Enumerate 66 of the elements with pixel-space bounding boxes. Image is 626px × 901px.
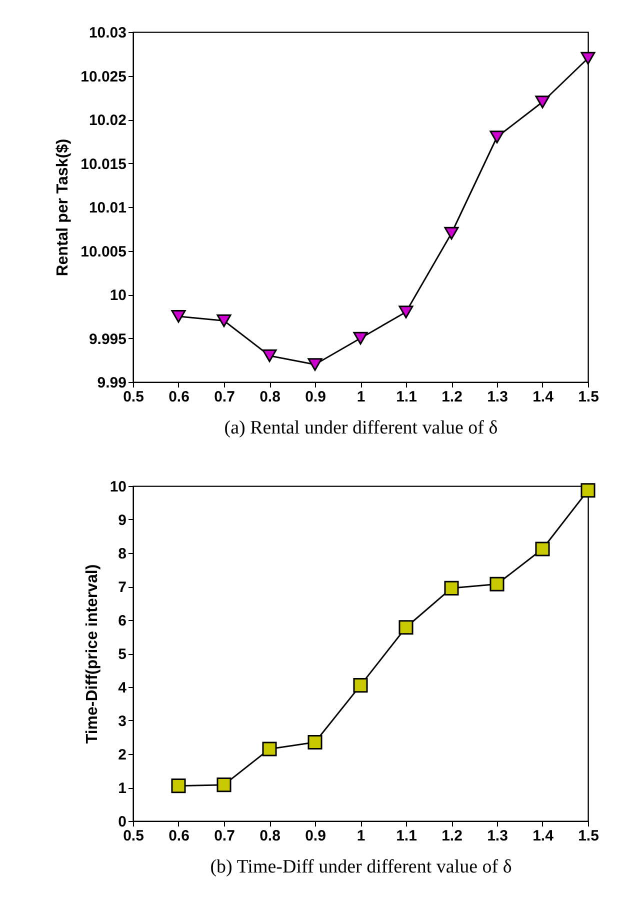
point (490, 576, 504, 592)
point (171, 310, 186, 323)
x-tick-label: 1 (356, 388, 366, 406)
y-tick-label: 4 (118, 680, 128, 696)
point (216, 314, 232, 328)
x-tick-label: 1.1 (396, 828, 417, 844)
x-tick-label: 0.9 (305, 828, 326, 844)
x-tick-label: 0.7 (214, 388, 235, 406)
point (308, 358, 322, 371)
x-axis-title: (a) Rental under different value of δ (224, 418, 498, 438)
x-axis-title: (b) Time-Diff under different value of δ (210, 856, 512, 878)
x-tick-label: 0.5 (123, 828, 144, 844)
y-tick-label: 9.995 (88, 330, 126, 348)
point (490, 130, 504, 144)
x-tick-label: 0.9 (305, 388, 326, 406)
y-axis-title: Time-Diff(price interval) (84, 564, 101, 744)
x-tick-label: 0.6 (168, 828, 190, 844)
x-tick-label: 0.8 (260, 828, 280, 844)
y-tick-label: 10 (110, 478, 126, 496)
point (580, 483, 596, 498)
x-tick-label: 1.3 (487, 828, 508, 844)
y-tick-label: 10.01 (88, 200, 126, 216)
point (535, 96, 550, 108)
x-tick-label: 1.4 (532, 828, 554, 844)
point (262, 349, 277, 362)
y-tick-label: 10.03 (88, 24, 126, 42)
x-tick-label: 1.5 (578, 828, 599, 844)
y-tick-label: 10.025 (80, 68, 126, 86)
point (535, 542, 550, 556)
x-tick-label: 1.1 (396, 388, 417, 406)
x-tick-label: 1.4 (532, 388, 554, 406)
y-tick-label: 10.02 (88, 112, 126, 129)
x-tick-label: 1.2 (442, 828, 462, 844)
point (444, 226, 459, 240)
y-tick-label: 8 (118, 546, 126, 562)
y-tick-label: 7 (118, 579, 126, 596)
point (580, 52, 596, 65)
y-tick-label: 9 (118, 512, 126, 529)
x-tick-label: 0.7 (214, 828, 235, 844)
point (308, 735, 322, 750)
y-tick-label: 0 (118, 814, 126, 830)
y-tick-label: 10.015 (80, 156, 126, 173)
y-tick-label: 2 (118, 746, 126, 764)
point (353, 678, 368, 693)
point (398, 620, 414, 635)
point (444, 580, 459, 596)
point (171, 778, 186, 794)
y-tick-label: 3 (118, 713, 126, 730)
x-tick-label: 0.6 (168, 388, 190, 406)
y-tick-label: 10.005 (80, 243, 126, 260)
y-axis-title: Rental per Task($) (54, 138, 72, 276)
x-tick-label: 1.3 (487, 388, 508, 406)
y-tick-label: 10 (110, 287, 126, 304)
point (262, 742, 277, 756)
y-tick-label: 1 (118, 780, 126, 797)
point (398, 306, 414, 318)
point (216, 778, 232, 792)
x-tick-label: 1.5 (578, 388, 599, 406)
x-tick-label: 1.2 (442, 388, 462, 406)
y-tick-label: 5 (118, 646, 126, 663)
x-tick-label: 0.5 (123, 388, 144, 406)
y-tick-label: 9.99 (97, 374, 126, 392)
y-tick-label: 6 (118, 612, 126, 630)
x-tick-label: 0.8 (260, 388, 280, 406)
point (353, 332, 368, 345)
x-tick-label: 1 (356, 828, 366, 844)
